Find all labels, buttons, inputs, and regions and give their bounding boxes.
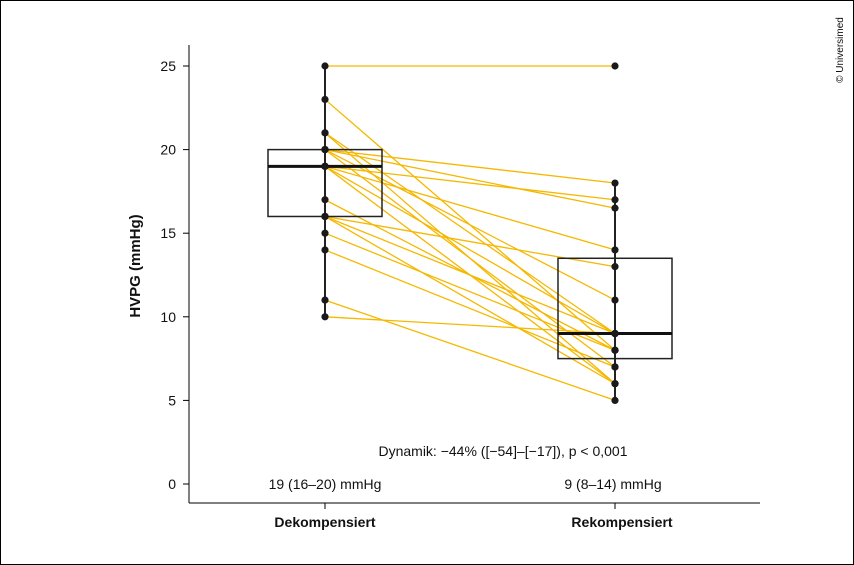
pair-line [324, 165, 616, 335]
data-point [321, 62, 329, 70]
copyright: © Universimed [835, 17, 846, 83]
data-point [321, 196, 329, 204]
pair-line [324, 148, 616, 209]
data-point [611, 380, 619, 388]
annotation: Dynamik: −44% ([−54]–[−17]), p < 0,001 [378, 443, 627, 459]
pair-line [324, 215, 616, 335]
y-tick-label: 20 [160, 142, 176, 158]
box [557, 257, 673, 360]
pair-line [324, 215, 616, 385]
data-point [321, 162, 329, 170]
data-point [611, 204, 619, 212]
pair-line [324, 165, 616, 251]
data-point [321, 296, 329, 304]
data-point [321, 95, 329, 104]
summary-label-1: 9 (8–14) mmHg [564, 476, 661, 492]
data-point [611, 346, 619, 354]
pair-line [324, 316, 616, 335]
data-point [611, 396, 619, 404]
data-point [611, 329, 619, 338]
pair-line [324, 299, 616, 402]
y-axis-label: HVPG (mmHg) [127, 214, 144, 317]
data-point [611, 179, 619, 187]
data-point [321, 229, 329, 237]
y-tick-label: 15 [160, 225, 176, 241]
data-point [321, 212, 329, 221]
summary-label-0: 19 (16–20) mmHg [269, 476, 382, 492]
data-point [611, 363, 619, 371]
pair-line [324, 149, 616, 301]
y-tick-label: 5 [168, 392, 176, 408]
pair-line [324, 132, 616, 335]
data-point [611, 296, 619, 304]
category-label-0: Dekompensiert [274, 514, 375, 530]
data-point [611, 263, 619, 271]
data-point [611, 62, 619, 70]
pair-line [324, 249, 616, 368]
data-point [321, 246, 329, 254]
pair-line [324, 165, 616, 201]
y-tick-label: 25 [160, 58, 176, 74]
y-tick-label: 0 [168, 476, 176, 492]
data-point [321, 313, 329, 321]
y-tick-label: 10 [160, 309, 176, 325]
pair-line [324, 148, 616, 184]
data-point [321, 146, 329, 154]
data-point [321, 129, 329, 137]
category-label-1: Rekompensiert [571, 514, 672, 530]
data-point [611, 246, 619, 254]
data-point [611, 196, 619, 204]
